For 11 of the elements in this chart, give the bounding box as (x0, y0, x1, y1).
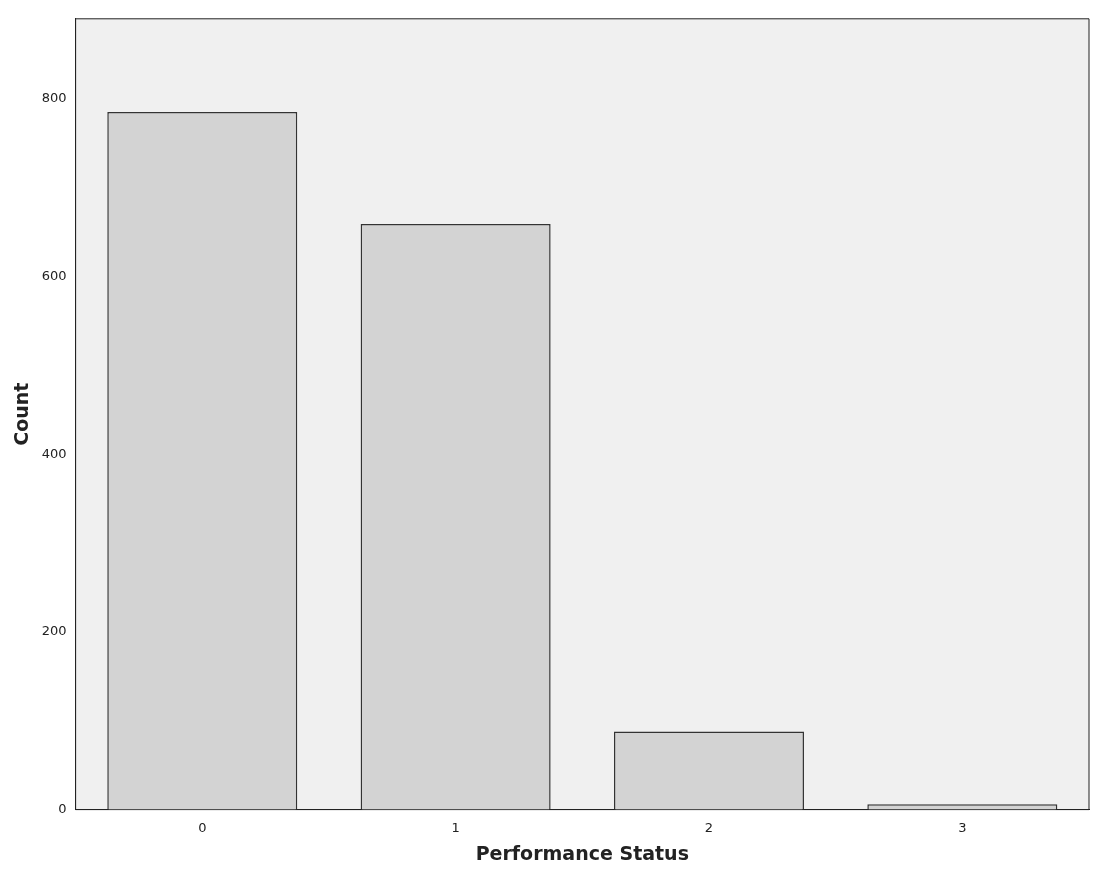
x-tick-label: 1 (451, 819, 460, 835)
y-axis-title: Count (10, 382, 33, 446)
y-tick-label: 400 (41, 445, 67, 461)
x-tick-label: 0 (198, 819, 207, 835)
y-tick-label: 200 (41, 623, 67, 639)
x-axis-title: Performance Status (475, 841, 689, 864)
x-tick-label: 2 (704, 819, 714, 835)
y-tick-label: 0 (58, 800, 67, 816)
y-tick-label: 800 (41, 90, 67, 106)
y-tick-label: 600 (41, 267, 67, 283)
x-tick-label: 3 (958, 819, 967, 835)
